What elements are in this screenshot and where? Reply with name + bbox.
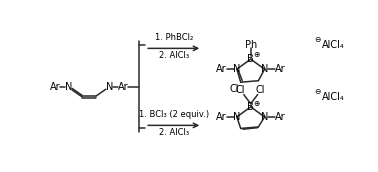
Text: B: B <box>247 102 254 112</box>
Text: Cl: Cl <box>236 85 245 95</box>
Text: ⊕: ⊕ <box>253 50 259 59</box>
Text: Cl: Cl <box>256 85 265 95</box>
Text: Ar: Ar <box>118 82 128 92</box>
Text: N: N <box>233 112 240 122</box>
Text: Cl: Cl <box>229 84 239 94</box>
Text: N: N <box>106 82 113 92</box>
Text: AlCl₄: AlCl₄ <box>322 92 345 102</box>
Text: Ar: Ar <box>216 112 227 122</box>
Text: N: N <box>233 64 240 74</box>
Text: Ar: Ar <box>275 112 285 122</box>
Text: Ar: Ar <box>50 82 60 92</box>
Text: B: B <box>247 54 254 64</box>
Text: N: N <box>65 82 73 92</box>
Text: Ph: Ph <box>245 40 257 50</box>
Text: ⊖: ⊖ <box>314 87 321 96</box>
Text: 1. PhBCl₂: 1. PhBCl₂ <box>155 33 193 42</box>
Text: ⊕: ⊕ <box>253 99 259 108</box>
Text: 2. AlCl₃: 2. AlCl₃ <box>159 128 189 137</box>
Text: Ar: Ar <box>216 64 227 74</box>
Text: ⊖: ⊖ <box>314 35 321 44</box>
Text: AlCl₄: AlCl₄ <box>322 40 345 50</box>
Text: N: N <box>261 112 268 122</box>
Text: N: N <box>261 64 268 74</box>
Text: Ar: Ar <box>275 64 285 74</box>
Text: 2. AlCl₃: 2. AlCl₃ <box>159 51 189 60</box>
Text: 1. BCl₃ (2 equiv.): 1. BCl₃ (2 equiv.) <box>139 110 209 119</box>
